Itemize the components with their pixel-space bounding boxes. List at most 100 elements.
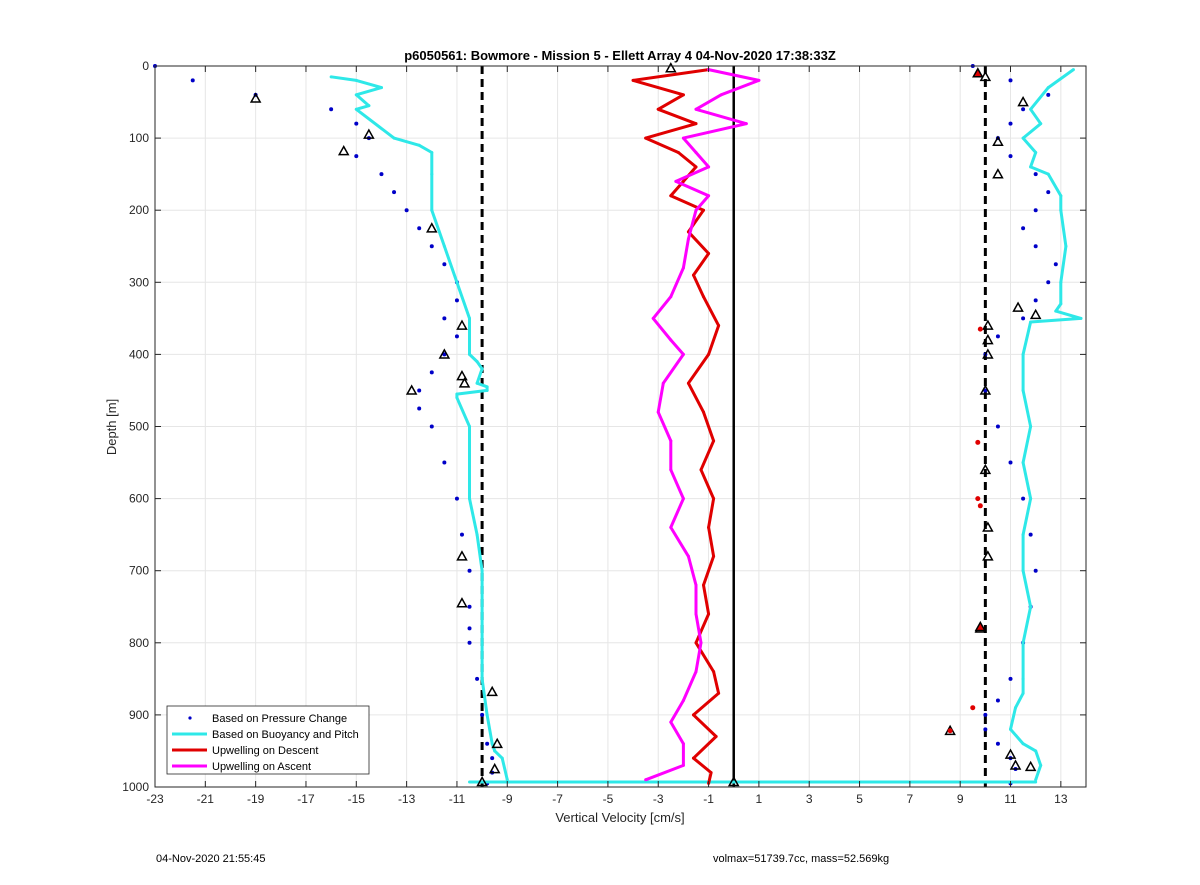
pressure-change-point [354,154,359,159]
pressure-change-point [379,172,384,177]
buoyancy-pitch-point [379,86,383,90]
buoyancy-pitch-point [1059,302,1063,306]
pressure-change-point [442,460,447,465]
pressure-change-point [983,388,988,393]
marker-triangle [491,737,503,749]
marker-triangle [979,384,992,395]
upwelling-ascent-point [694,107,698,111]
pressure-change-point [429,370,434,375]
marker-triangle [1004,748,1017,759]
markers [249,62,1042,787]
upwelling-descent-point [669,194,673,198]
upwelling-descent-point [656,107,660,111]
upwelling-ascent-point [681,698,685,702]
upwelling-ascent-point [757,78,761,82]
pressure-change-point [467,568,472,573]
buoyancy-pitch-point [1071,68,1075,72]
upwelling-descent-point [676,151,680,155]
marker-triangle [1024,760,1037,772]
marker-triangle-red [972,67,984,78]
upwelling-ascent-point [681,136,685,140]
pressure-change-point [417,406,422,411]
buoyancy-pitch-point [480,677,484,681]
x-tick-label: 9 [957,792,964,806]
upwelling-ascent-point [669,525,673,529]
pressure-change-point [1053,262,1058,267]
pressure-change-point [454,334,459,339]
upwelling-descent-point [691,713,695,717]
pressure-change-point [1033,244,1038,249]
pressure-change-point [429,424,434,429]
y-tick-label: 900 [129,708,149,722]
marker-triangle [982,348,994,359]
buoyancy-pitch-point [430,172,434,176]
legend-box [166,705,370,775]
upwelling-descent-point [707,525,711,529]
x-tick-label: 1 [756,792,763,806]
buoyancy-pitch-line [330,75,509,781]
marker-triangle [992,135,1004,147]
upwelling-descent-point [702,208,706,212]
buoyancy-pitch-point [354,93,358,97]
pressure-change-point [1021,496,1026,501]
legend-label-descent: Upwelling on Descent [212,745,318,757]
pressure-change-point [1008,154,1013,159]
legend-label-pressure: Based on Pressure Change [212,713,347,725]
upwelling-descent-point [702,295,706,299]
upwelling-ascent-point [694,612,698,616]
y-axis-title: Depth [m] [104,399,119,455]
upwelling-descent-point [694,641,698,645]
buoyancy-pitch-point [1021,388,1025,392]
upwelling-ascent-point [674,179,678,183]
upwelling-descent-point [644,136,648,140]
y-tick-label: 400 [129,347,149,361]
buoyancy-pitch-point [430,208,434,212]
buoyancy-pitch-point [1029,320,1033,324]
pressure-change-point [475,676,480,681]
buoyancy-pitch-point [468,425,472,428]
upwelling-ascent-point [669,439,673,443]
upwelling-ascent-point [681,497,685,501]
upwelling-descent-point [707,612,711,616]
x-tick-label: -19 [247,792,265,806]
upwelling-descent-point [702,583,706,587]
buoyancy-pitch-point [1059,280,1063,284]
pressure-change-point [467,626,472,631]
y-tick-label: 0 [142,59,149,73]
upwelling-ascent-point [694,208,698,212]
marker-triangle [405,384,418,395]
upwelling-ascent-point [661,381,665,385]
series [153,64,1083,786]
marker-triangle [1029,308,1042,320]
legend: Based on Pressure Change Based on Buoyan… [166,705,370,775]
pressure-change-point [995,698,1000,703]
x-tick-label: -3 [653,792,664,806]
marker-triangle [727,775,740,787]
upwelling-descent-point [717,324,721,328]
x-tick-label: 5 [856,792,863,806]
buoyancy-pitch-point [480,641,484,645]
x-tick-label: -5 [603,792,614,806]
pressure-change-point [1021,226,1026,231]
marker-triangle [1009,759,1022,770]
buoyancy-pitch-point [468,338,472,342]
buoyancy-pitch-point [1054,309,1058,313]
upwelling-ascent-point [681,266,685,270]
upwelling-descent-point [681,93,685,97]
x-tick-label: -21 [197,792,215,806]
buoyancy-pitch-point [1039,122,1043,126]
pressure-change-point [417,388,422,393]
footer-volmax-mass: volmax=51739.7cc, mass=52.569kg [713,853,890,865]
ticks: -23 -21 -19 -17 -15 -13 -11 -9 -7 -5 -3 -1 1 3 5 7 9 11 13… [122,59,1086,806]
buoyancy-pitch-point [1021,136,1025,140]
upwelling-ascent-point [694,670,698,674]
marker-triangle [486,685,498,697]
buoyancy-pitch-point [475,381,479,385]
buoyancy-pitch-point [329,75,333,79]
upwelling-descent-point [631,78,635,82]
buoyancy-pitch-point [490,742,494,746]
pressure-change-point [1046,190,1051,195]
pressure-change-point [454,496,459,501]
marker-triangle [476,775,488,787]
marker-triangle [458,377,471,388]
